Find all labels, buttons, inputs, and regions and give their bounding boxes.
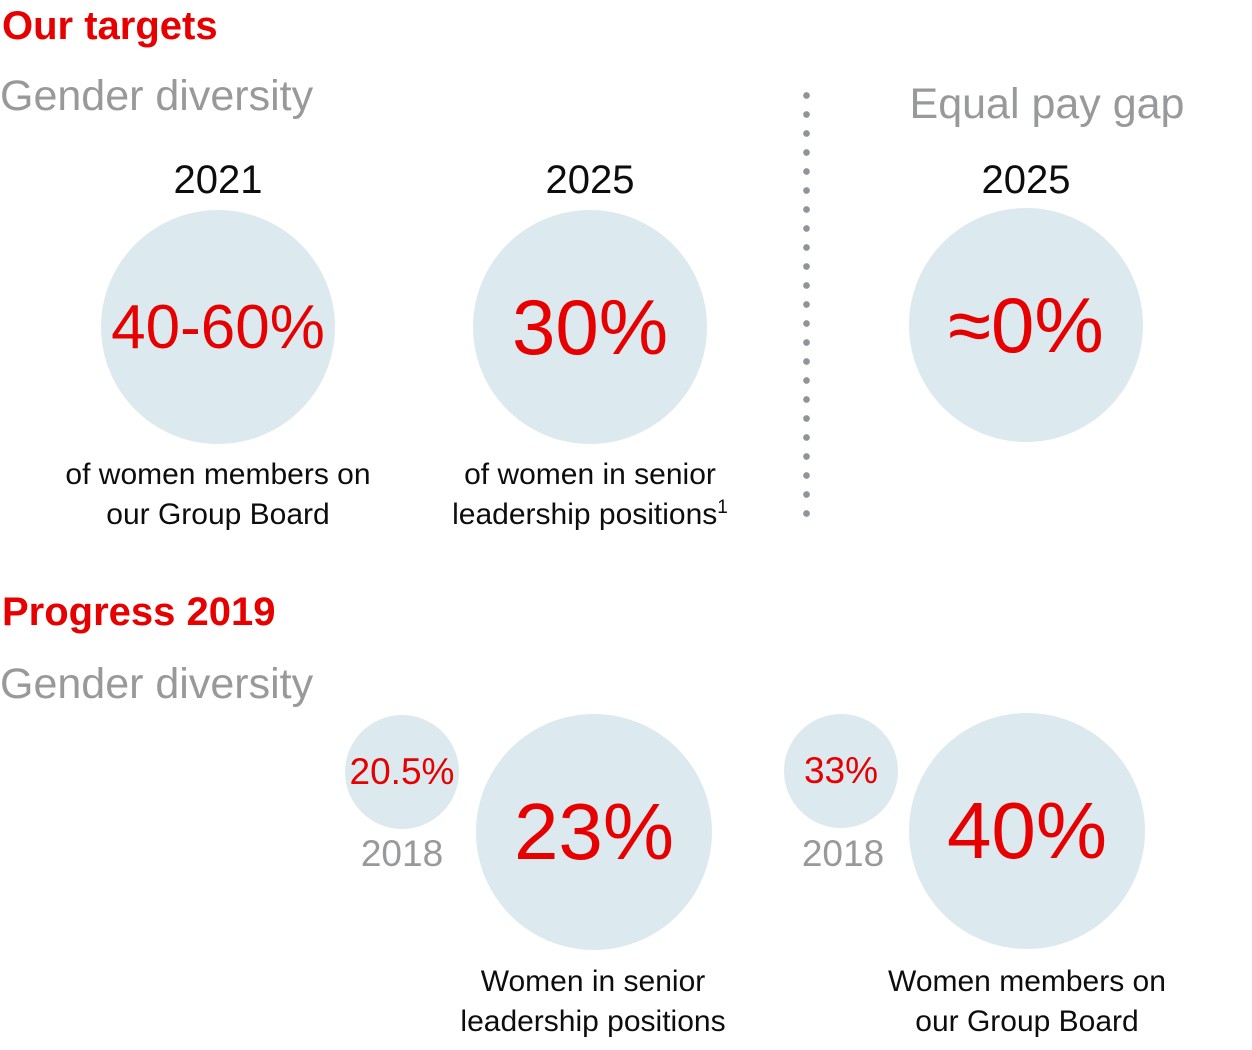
progress-leadership-baseline-year: 2018 [360,833,444,874]
progress-board-baseline-value: 33% [803,750,879,791]
target-board-value: 40-60% [111,292,325,362]
progress-leadership-baseline-circle: 20.5% [345,715,459,829]
target-paygap-circle: ≈0% [909,208,1143,442]
progress-leadership-caption-line1: Women in senior [480,965,706,998]
gender-diversity-header-targets: Gender diversity [0,72,314,120]
target-board-caption-line1: of women members on [65,458,371,491]
target-board-caption: of women members on our Group Board [38,455,398,535]
progress-board-baseline-circle: 33% [784,714,898,828]
target-leadership-caption-line1: of women in senior [464,458,716,491]
target-leadership-circle: 30% [473,210,707,444]
progress-board-baseline-year: 2018 [801,833,885,874]
target-leadership-year: 2025 [545,158,635,202]
footnote-marker: 1 [717,497,728,518]
progress-leadership-baseline-value: 20.5% [349,751,455,792]
progress-board-current-circle: 40% [909,713,1145,949]
target-leadership-caption-line2: leadership positions [452,498,718,531]
target-board-year: 2021 [173,158,263,202]
progress-leadership-caption: Women in senior leadership positions [413,962,773,1042]
progress-board-caption: Women members on our Group Board [847,962,1207,1042]
progress-board-caption-line2: our Group Board [915,1005,1139,1038]
progress-leadership-current-value: 23% [513,787,675,876]
progress-leadership-caption-line2: leadership positions [460,1005,726,1038]
target-paygap-value: ≈0% [948,280,1104,369]
progress-board-current-value: 40% [946,786,1108,875]
progress-leadership-current-circle: 23% [476,714,712,950]
progress-title: Progress 2019 [2,590,276,634]
target-board-caption-line2: our Group Board [106,498,330,531]
target-board-circle: 40-60% [101,210,335,444]
equal-pay-gap-header: Equal pay gap [909,80,1185,128]
our-targets-title: Our targets [2,4,218,48]
target-leadership-caption: of women in senior leadership positions1 [410,455,770,535]
progress-board-caption-line1: Women members on [888,965,1166,998]
target-paygap-year: 2025 [981,158,1071,202]
gender-diversity-header-progress: Gender diversity [0,660,314,708]
dotted-divider [803,86,810,526]
target-leadership-value: 30% [511,282,669,371]
